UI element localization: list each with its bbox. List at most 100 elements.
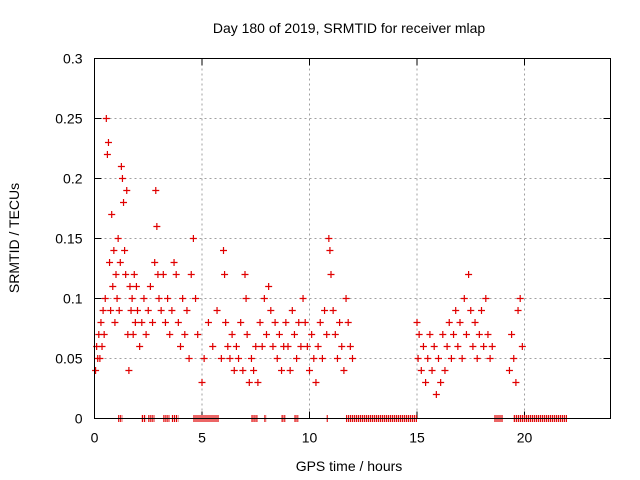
data-point [471, 319, 479, 326]
data-point [149, 319, 157, 326]
data-point [120, 199, 128, 206]
data-point [473, 355, 481, 362]
data-point [430, 343, 438, 350]
data-point [134, 307, 141, 314]
data-point [306, 367, 313, 374]
data-point [312, 379, 320, 386]
data-point [486, 355, 494, 362]
data-point [510, 355, 518, 362]
data-point [467, 307, 475, 314]
data-point [96, 355, 104, 362]
data-point [265, 283, 273, 290]
data-point [102, 115, 110, 122]
data-point [269, 343, 277, 350]
data-point [220, 247, 227, 254]
data-point [198, 379, 206, 386]
data-point [204, 319, 212, 326]
data-point [126, 283, 134, 290]
data-point [121, 247, 129, 254]
data-point [342, 295, 350, 302]
data-point [450, 331, 458, 338]
data-point [273, 355, 281, 362]
data-point [290, 331, 298, 338]
data-point [462, 331, 470, 338]
data-point [209, 343, 217, 350]
data-point [224, 343, 232, 350]
data-point [146, 283, 154, 290]
data-point [242, 295, 250, 302]
data-point [297, 343, 305, 350]
data-point [518, 343, 526, 350]
data-point [344, 319, 352, 326]
data-point [232, 343, 240, 350]
data-point [254, 379, 262, 386]
x-tick-label: 15 [409, 430, 425, 446]
data-point [417, 367, 425, 374]
data-point [282, 319, 290, 326]
data-point [333, 355, 341, 362]
data-point [488, 343, 496, 350]
x-tick-label: 10 [302, 430, 318, 446]
data-point [458, 355, 466, 362]
data-point [465, 271, 473, 278]
data-point [181, 331, 189, 338]
data-point [128, 295, 136, 302]
data-point [271, 319, 279, 326]
data-point [174, 319, 182, 326]
data-point [443, 343, 451, 350]
data-point [183, 307, 191, 314]
data-point [132, 283, 140, 290]
y-tick-label: 0.2 [63, 171, 83, 187]
data-point [222, 319, 230, 326]
data-point [256, 319, 264, 326]
data-point [131, 319, 139, 326]
data-point [213, 307, 221, 314]
data-point [117, 163, 125, 170]
data-point [123, 187, 131, 194]
data-point [456, 319, 464, 326]
data-point [303, 343, 311, 350]
x-tick-label: 0 [91, 430, 99, 446]
data-point [325, 235, 333, 242]
data-point [237, 319, 245, 326]
data-point [97, 319, 105, 326]
data-point [422, 379, 430, 386]
data-point [115, 307, 123, 314]
data-point [109, 283, 117, 290]
data-point [100, 331, 108, 338]
data-point [445, 319, 453, 326]
data-point [228, 331, 236, 338]
data-point [153, 223, 161, 230]
data-point [243, 331, 251, 338]
data-point [217, 355, 225, 362]
data-point [338, 343, 346, 350]
data-point [437, 379, 445, 386]
x-tick-label: 5 [198, 430, 206, 446]
data-point [138, 319, 146, 326]
data-point [321, 307, 329, 314]
data-point [221, 271, 229, 278]
data-point [230, 367, 238, 374]
data-point [161, 319, 169, 326]
data-point [419, 343, 427, 350]
data-point [194, 331, 202, 338]
data-point [414, 355, 422, 362]
data-point [106, 259, 114, 266]
data-point [482, 295, 490, 302]
data-point [155, 295, 163, 302]
data-point [441, 367, 449, 374]
grid-lines [94, 58, 611, 419]
data-point [157, 307, 165, 314]
data-point [252, 343, 260, 350]
data-point [177, 343, 184, 350]
y-tick-label: 0 [75, 411, 83, 427]
data-point [172, 271, 180, 278]
data-point [327, 271, 335, 278]
data-point [239, 367, 247, 374]
y-tick-label: 0.1 [63, 291, 83, 307]
data-point [99, 307, 107, 314]
data-point [293, 355, 301, 362]
data-point [111, 319, 119, 326]
data-point [142, 331, 150, 338]
